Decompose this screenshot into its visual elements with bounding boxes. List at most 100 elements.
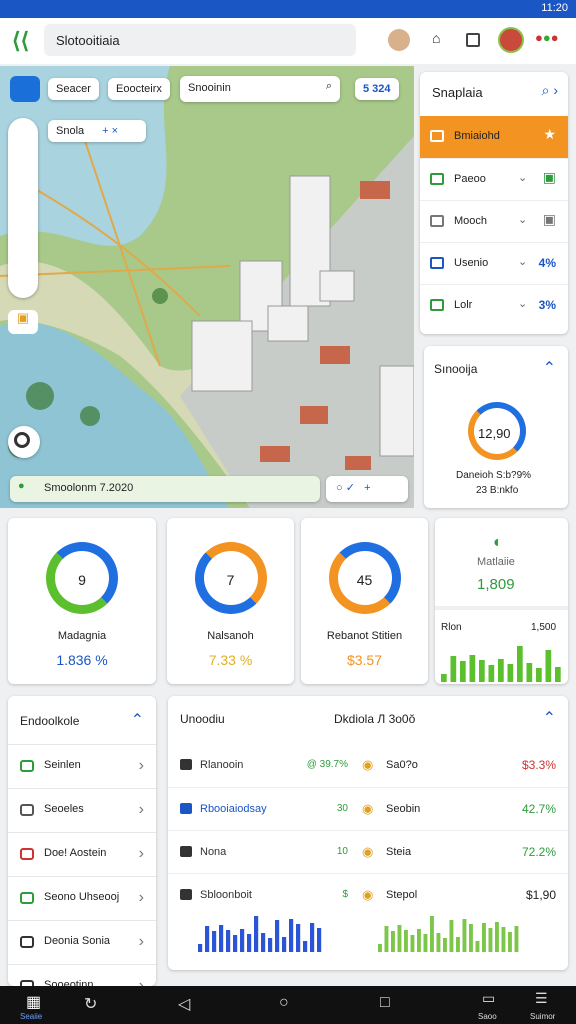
- avatar[interactable]: [388, 29, 410, 51]
- list-item[interactable]: Seoeles ›: [8, 788, 156, 832]
- cell: Seobin: [386, 803, 421, 815]
- decor-bar: [514, 926, 519, 952]
- map-zoom[interactable]: ○ ✓ +: [326, 476, 408, 502]
- decor-bar: [460, 661, 466, 682]
- side-panel: Snaplaia ⌕ ›: [420, 72, 568, 334]
- map-badge[interactable]: 5 324: [355, 78, 399, 100]
- list-icon: [20, 804, 34, 816]
- table-row[interactable]: Rlanooin @ 39.7% ◉ Sa0?o $3.3%: [168, 744, 568, 787]
- row-icon: [430, 215, 444, 227]
- bar-card-max: 1,500: [531, 622, 557, 633]
- bar-sparkline: [441, 646, 561, 682]
- cell: 30: [336, 803, 348, 814]
- icon-box[interactable]: [466, 33, 480, 47]
- list-item[interactable]: Sooeotinn ›: [8, 964, 156, 986]
- nav-prev[interactable]: ◁: [178, 996, 191, 1013]
- collapse[interactable]: ⌃: [542, 710, 556, 727]
- decor: [260, 446, 290, 462]
- side-row[interactable]: Paeoo ▣ ⌄: [420, 158, 568, 200]
- decor: Seinlen › Seoeles › Doe! Aostein › Seono Uhseo…: [8, 744, 156, 986]
- map-status: Smoolonm 7.2020 ●: [10, 476, 320, 502]
- row-label: Bmiaiohd: [454, 130, 500, 142]
- row-chevron: ⌄: [518, 214, 528, 226]
- side-panel-icons[interactable]: ⌕ ›: [541, 82, 558, 98]
- collapse[interactable]: ⌃: [130, 712, 144, 729]
- decor-bar: [384, 926, 389, 952]
- search-field[interactable]: Slotooitiaia: [44, 24, 356, 56]
- row-chevron: ⌄: [518, 256, 528, 268]
- row-icon: ◉: [362, 844, 374, 859]
- map-search-text: Snooinin: [188, 82, 231, 94]
- decor-bar: [441, 674, 447, 682]
- decor-bar: [430, 916, 434, 952]
- map[interactable]: Seacer Eoocteirx Snooinin ⌕ 5 324 Snola + …: [0, 66, 414, 508]
- table-card: Unoodiu Dkdiola Л 3o0ŏ ⌃ Rlanooin @ 39.7%…: [168, 696, 568, 970]
- nav-apps[interactable]: ▦: [26, 994, 42, 1011]
- decor-bar: [498, 659, 504, 682]
- decor-bar: [282, 937, 287, 952]
- map-search[interactable]: Snooinin ⌕: [180, 76, 340, 102]
- decor-bar: [261, 933, 266, 952]
- side-row[interactable]: Bmiaiohd ★: [420, 116, 568, 158]
- list-item[interactable]: Deonia Sonia ›: [8, 920, 156, 964]
- decor-bar: [247, 934, 252, 952]
- map-logo-btn[interactable]: [10, 76, 40, 102]
- decor-bar: [449, 920, 454, 952]
- side-row[interactable]: Lolr 3% ⌄: [420, 284, 568, 326]
- cell: $: [342, 889, 348, 900]
- table-row[interactable]: Sbloonboit $ ◉ Stepol $1,90: [168, 873, 568, 916]
- icon-upload[interactable]: ⌂: [432, 30, 441, 46]
- row-icon: [180, 803, 192, 814]
- cell: Rbooiaiodsay: [200, 803, 267, 815]
- collapse[interactable]: ⌃: [542, 360, 556, 377]
- bar-card-title: Matlaiie: [477, 556, 515, 568]
- row-icon: [430, 299, 444, 311]
- donut-center: 9: [78, 572, 86, 588]
- decor: [0, 66, 170, 246]
- avatar-2[interactable]: [498, 27, 524, 53]
- decor-bar: [526, 663, 533, 682]
- status-time: 11:20: [541, 2, 568, 14]
- list-card: Endoolkole ⌃ Seinlen › Seoeles › Doe! Aostei…: [8, 696, 156, 986]
- cell: $3.3%: [521, 758, 556, 772]
- list-item[interactable]: Seinlen ›: [8, 744, 156, 788]
- map-tab[interactable]: Seacer: [48, 78, 99, 100]
- nav-back[interactable]: ↻: [84, 996, 98, 1013]
- list-label: Sooeotinn: [44, 979, 94, 986]
- table-row[interactable]: Rbooiaiodsay 30 ◉ Seobin 42.7%: [168, 787, 568, 830]
- list-item[interactable]: Seono Uhseooj ›: [8, 876, 156, 920]
- nav-inbox[interactable]: ▭: [482, 990, 496, 1006]
- side-row[interactable]: Usenio 4% ⌄: [420, 242, 568, 284]
- decor: [320, 346, 350, 364]
- decor-bar: [303, 941, 308, 952]
- layer-panel[interactable]: Snola + ×: [48, 120, 146, 142]
- nav-home[interactable]: ○: [279, 994, 289, 1011]
- list-label: Deonia Sonia: [44, 935, 111, 947]
- icon-dots[interactable]: ●●●: [535, 30, 559, 45]
- map-record-btn[interactable]: [8, 426, 40, 458]
- list-icon: [20, 892, 34, 904]
- status-bar: 11:20: [0, 0, 576, 18]
- side-row[interactable]: Mooch ▣ ⌄: [420, 200, 568, 242]
- decor-bar: [488, 928, 493, 952]
- decor-bar: [198, 944, 203, 952]
- decor: [267, 305, 309, 342]
- nav-menu[interactable]: ☰: [535, 990, 548, 1006]
- decor-bar: [536, 668, 542, 682]
- nav-recent[interactable]: □: [380, 994, 390, 1011]
- row-icon: ◉: [362, 887, 374, 902]
- decor-bar: [275, 920, 280, 952]
- map-tab[interactable]: Eoocteirx: [108, 78, 170, 100]
- decor: [29, 185, 201, 317]
- metric-card: 45 Rebanot Stitien $3.57: [301, 518, 428, 684]
- row-icon: [430, 130, 444, 142]
- list-item[interactable]: Doe! Aostein ›: [8, 832, 156, 876]
- decor-bar: [226, 930, 231, 952]
- map-chat-btn[interactable]: ▣: [8, 310, 38, 334]
- decor: ●: [18, 480, 25, 492]
- decor: ○ ✓ +: [336, 482, 371, 494]
- decor-bar: [378, 944, 382, 952]
- side-panel-title: Snaplaia: [432, 85, 483, 100]
- table-row[interactable]: Nona 10 ◉ Steia 72.2%: [168, 830, 568, 873]
- metric-value: 1.836 %: [56, 652, 108, 668]
